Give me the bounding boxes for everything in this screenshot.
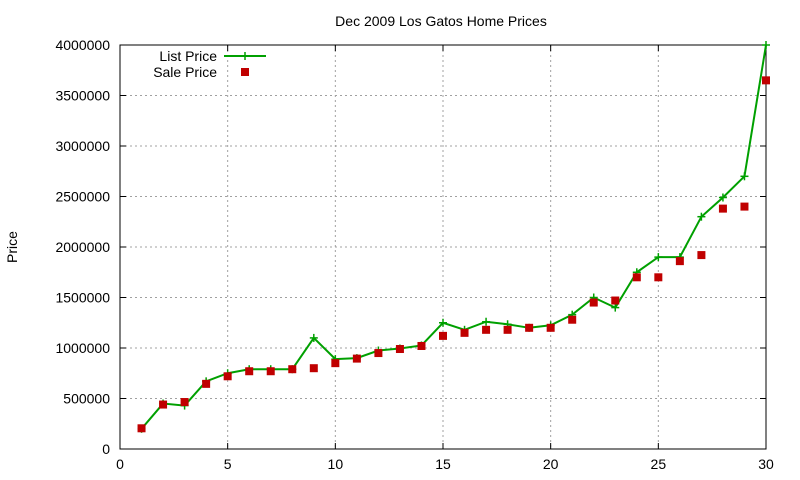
x-tick-label: 20 bbox=[543, 456, 559, 472]
x-tick-label: 30 bbox=[758, 456, 774, 472]
y-tick-label: 2500000 bbox=[55, 189, 110, 205]
y-tick-label: 3000000 bbox=[55, 138, 110, 154]
legend-item: List Price bbox=[159, 48, 266, 64]
legend-swatch-marker bbox=[241, 52, 249, 60]
y-tick-label: 2000000 bbox=[55, 239, 110, 255]
data-point bbox=[266, 367, 275, 376]
series-0 bbox=[137, 41, 770, 433]
data-point bbox=[762, 41, 770, 49]
data-point bbox=[654, 273, 663, 282]
grid bbox=[120, 45, 766, 449]
data-point bbox=[202, 379, 211, 388]
y-axis-label: Price bbox=[4, 231, 20, 263]
y-tick-label: 1000000 bbox=[55, 340, 110, 356]
legend-label: List Price bbox=[159, 48, 217, 64]
data-point bbox=[632, 273, 641, 282]
series-line bbox=[140, 44, 767, 430]
data-point bbox=[611, 303, 620, 312]
data-point bbox=[439, 331, 447, 340]
data-point bbox=[374, 349, 383, 358]
data-point bbox=[180, 398, 189, 407]
data-point bbox=[718, 193, 727, 202]
legend-swatch-marker bbox=[241, 68, 249, 76]
x-tick-label: 25 bbox=[651, 456, 667, 472]
data-point bbox=[568, 315, 577, 324]
data-point bbox=[546, 323, 555, 332]
data-point bbox=[331, 359, 340, 368]
axis-ticks: 0 5 10 15 20 25 30 0 500000 1000000 1500000 2000000… bbox=[55, 37, 774, 472]
x-tick-label: 5 bbox=[224, 456, 232, 472]
data-point bbox=[762, 76, 770, 85]
chart-title: Dec 2009 Los Gatos Home Prices bbox=[335, 13, 547, 29]
series-1 bbox=[137, 76, 770, 433]
data-point bbox=[439, 318, 447, 327]
data-point bbox=[395, 345, 404, 354]
data-point bbox=[482, 325, 491, 334]
data-point bbox=[589, 298, 598, 307]
data-point bbox=[137, 424, 146, 433]
data-point bbox=[740, 202, 749, 211]
legend-label: Sale Price bbox=[153, 64, 217, 80]
data-point bbox=[611, 296, 620, 305]
data-point bbox=[718, 204, 727, 213]
data-point bbox=[288, 365, 297, 374]
data-point bbox=[159, 400, 168, 409]
data-point bbox=[697, 251, 706, 260]
y-tick-label: 4000000 bbox=[55, 37, 110, 53]
data-point bbox=[740, 172, 749, 181]
data-point bbox=[417, 341, 426, 350]
x-tick-label: 15 bbox=[435, 456, 451, 472]
data-point bbox=[309, 364, 318, 373]
data-point bbox=[245, 367, 254, 376]
data-point bbox=[525, 323, 534, 332]
data-point bbox=[352, 354, 361, 363]
data-point bbox=[654, 253, 663, 262]
y-tick-label: 500000 bbox=[63, 391, 110, 407]
data-point bbox=[482, 317, 491, 326]
legend-item: Sale Price bbox=[153, 64, 249, 80]
data-point bbox=[460, 328, 469, 337]
x-tick-label: 10 bbox=[328, 456, 344, 472]
data-point bbox=[309, 333, 318, 342]
series-group bbox=[137, 41, 770, 433]
y-tick-label: 1500000 bbox=[55, 290, 110, 306]
data-point bbox=[223, 372, 232, 381]
data-point bbox=[675, 257, 684, 266]
x-tick-label: 0 bbox=[116, 456, 124, 472]
data-point bbox=[697, 212, 706, 221]
y-tick-label: 0 bbox=[102, 441, 110, 457]
y-tick-label: 3500000 bbox=[55, 88, 110, 104]
data-point bbox=[503, 325, 512, 334]
